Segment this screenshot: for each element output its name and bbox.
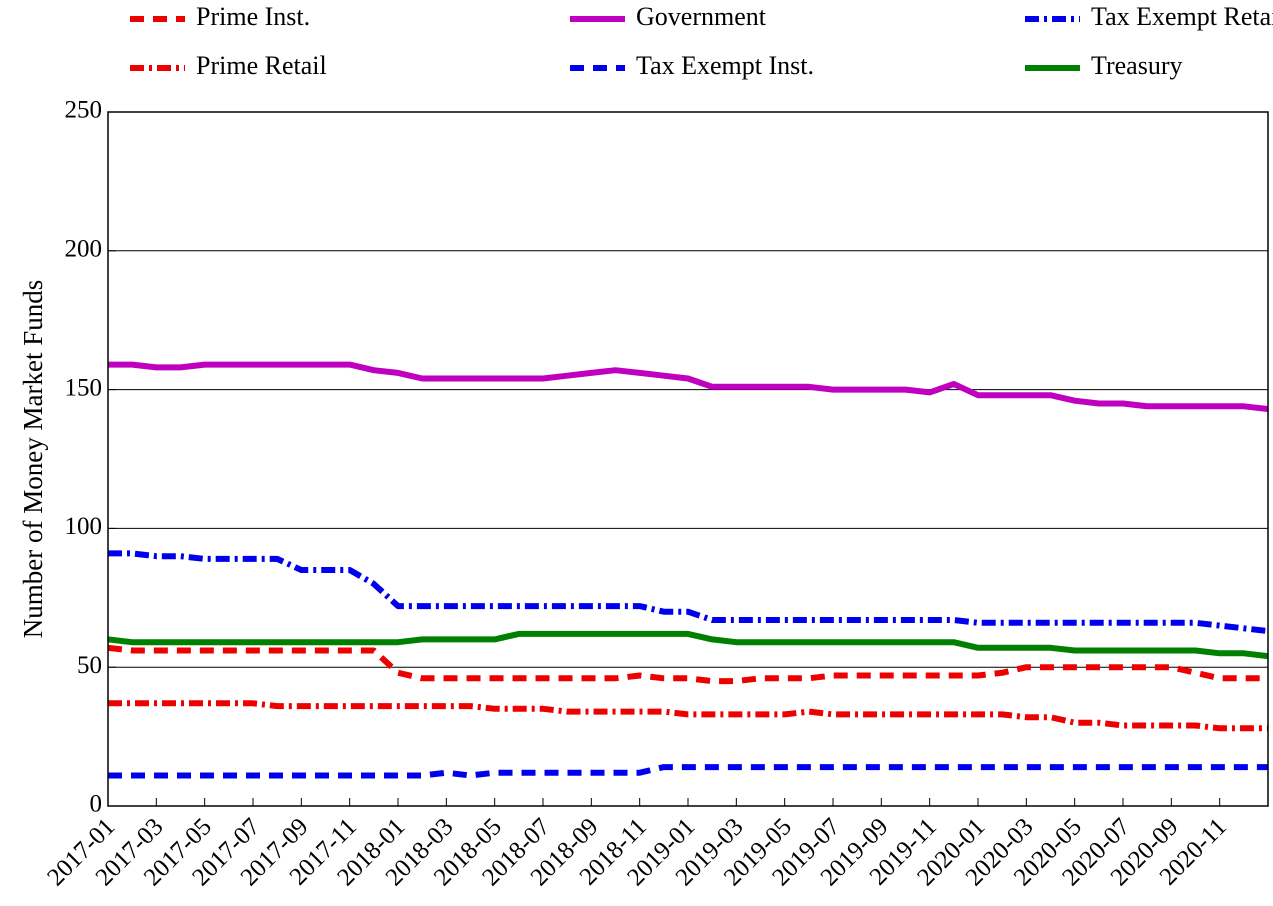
y-tick-label: 0: [90, 791, 103, 818]
y-tick-label: 200: [65, 236, 103, 263]
series-line: [108, 550, 1268, 635]
series-line: [108, 644, 1268, 685]
y-tick-label: 100: [65, 513, 103, 540]
legend-label: Prime Inst.: [196, 2, 310, 31]
legend-label: Government: [636, 2, 767, 31]
legend-label: Tax Exempt Inst.: [636, 51, 814, 80]
y-tick-label: 50: [77, 652, 102, 679]
plot-frame: [107, 111, 1269, 807]
series-line: [108, 361, 1268, 412]
y-tick-label: 250: [65, 97, 103, 124]
legend-label: Prime Retail: [196, 51, 327, 80]
y-tick-label: 150: [65, 374, 103, 401]
legend-label: Tax Exempt Retail: [1091, 2, 1273, 31]
series-line: [108, 630, 1268, 660]
y-axis-label: Number of Money Market Funds: [18, 280, 48, 638]
legend-label: Treasury: [1091, 51, 1182, 80]
series-line: [108, 764, 1268, 779]
series-line: [108, 700, 1268, 732]
